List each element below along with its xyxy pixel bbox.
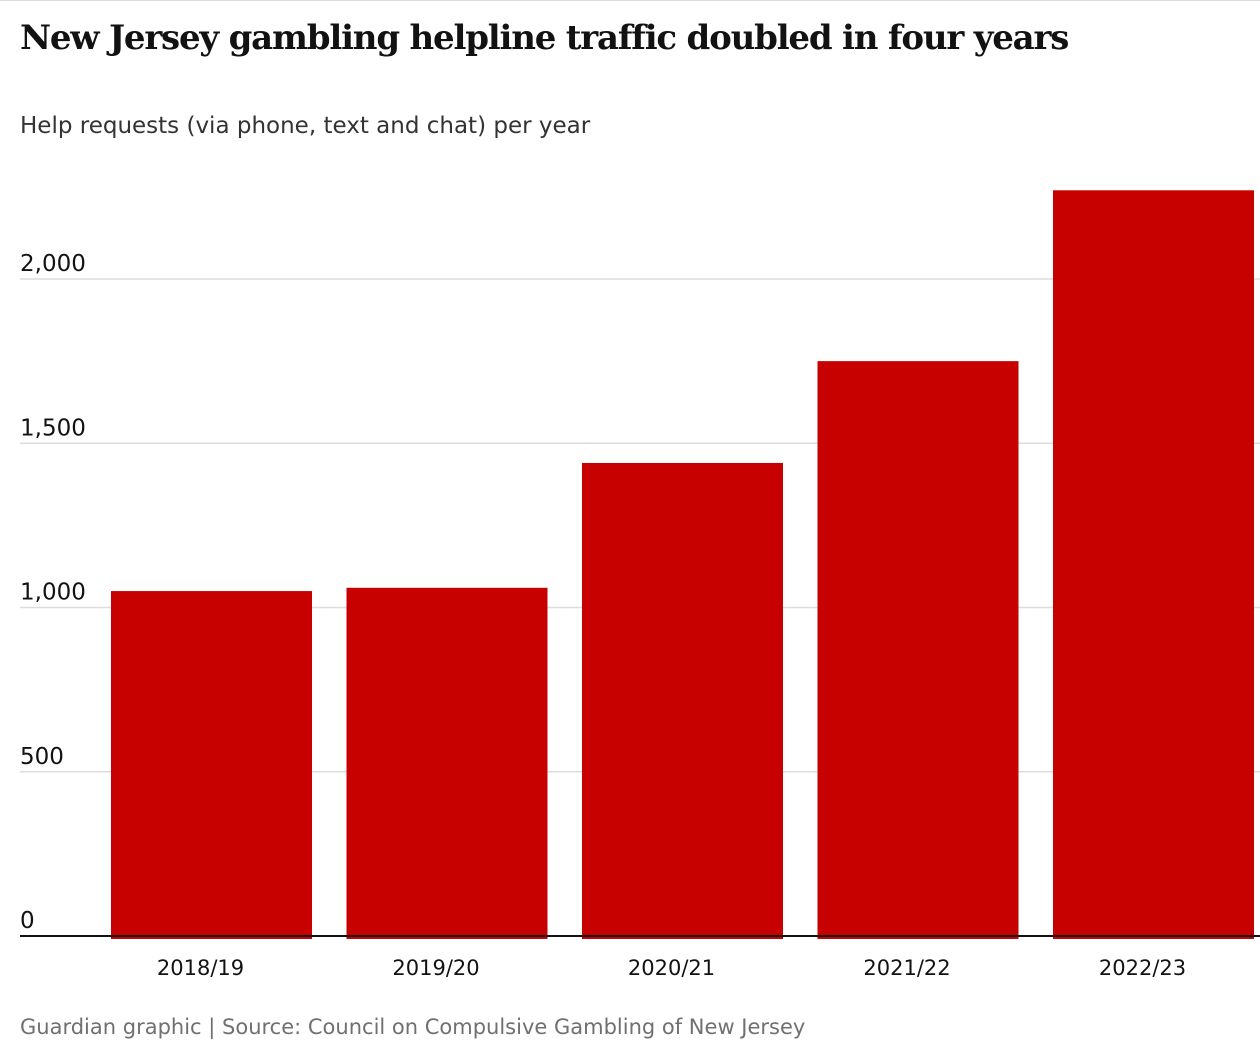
- chart-title: New Jersey gambling helpline traffic dou…: [20, 18, 1069, 58]
- y-tick-label: 1,500: [20, 415, 86, 441]
- bar-2018-19: [111, 591, 312, 939]
- y-tick-label: 1,000: [20, 580, 86, 606]
- top-rule: [0, 0, 1260, 1]
- y-tick-label: 500: [20, 744, 64, 770]
- bar-chart: 0 500 1,000 1,500 2,000 2018/19 2019/20 2020/2…: [20, 190, 1260, 980]
- source-credit: Guardian graphic | Source: Council on Co…: [20, 1015, 806, 1039]
- x-category-label: 2018/19: [157, 956, 244, 980]
- x-category-label: 2021/22: [863, 956, 950, 980]
- bar-2020-21: [582, 462, 783, 939]
- y-tick-label: 0: [20, 908, 35, 934]
- x-category-label: 2019/20: [392, 956, 479, 980]
- bar-2021-22: [817, 361, 1019, 939]
- x-axis-labels: 2018/19 2019/20 2020/21 2021/22 2022/23: [157, 956, 1186, 980]
- bar-2022-23: [1053, 190, 1254, 939]
- y-axis-ticks: 0 500 1,000 1,500 2,000: [20, 251, 86, 934]
- bar-2019-20: [346, 587, 548, 939]
- x-category-label: 2022/23: [1099, 956, 1186, 980]
- y-tick-label: 2,000: [20, 251, 86, 277]
- x-category-label: 2020/21: [628, 956, 715, 980]
- bars: [111, 190, 1254, 939]
- chart-subtitle: Help requests (via phone, text and chat)…: [20, 113, 591, 139]
